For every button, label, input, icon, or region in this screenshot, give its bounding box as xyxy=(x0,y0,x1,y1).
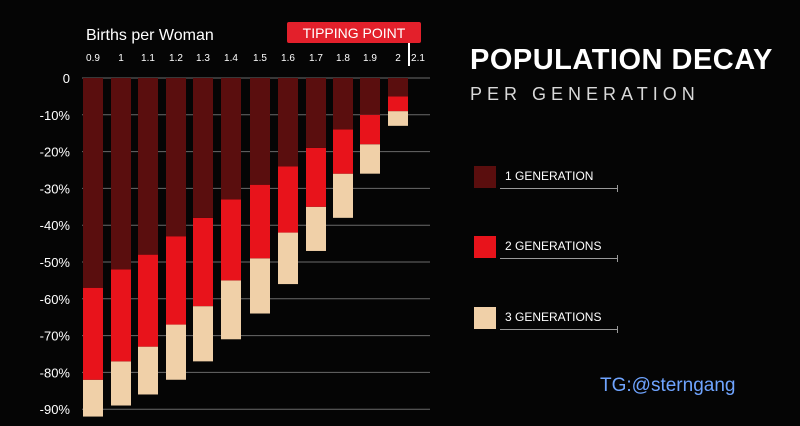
x-category-label: 1.4 xyxy=(224,53,238,64)
y-tick-label: -80% xyxy=(40,365,71,380)
y-tick-label: 0 xyxy=(63,71,70,86)
x-category-label: 0.9 xyxy=(86,53,100,64)
chart-subtitle: PER GENERATION xyxy=(470,84,700,104)
bar-3-generations xyxy=(388,111,408,126)
legend-swatch xyxy=(474,166,496,188)
x-category-label: 1.6 xyxy=(281,53,295,64)
bar-2-generations xyxy=(221,199,241,281)
legend-swatch xyxy=(474,307,496,329)
bar-3-generations xyxy=(360,144,380,174)
legend-rule xyxy=(500,255,618,262)
bar-2-generations xyxy=(388,96,408,112)
bar-3-generations xyxy=(278,232,298,285)
legend-item-3-generations: 3 GENERATIONS xyxy=(474,307,619,347)
bar-1-generation xyxy=(333,78,353,130)
legend-item-1-generation: 1 GENERATION xyxy=(474,166,619,206)
bar-3-generations xyxy=(111,361,131,406)
y-tick-label: -40% xyxy=(40,218,71,233)
bar-3-generations xyxy=(250,258,270,314)
bar-2-generations xyxy=(193,217,213,307)
bar-1-generation xyxy=(278,78,298,167)
x-category-label: 1.1 xyxy=(141,53,155,64)
x-category-label: 2 xyxy=(395,53,401,64)
x-category-label: 2.1 xyxy=(411,53,425,64)
bar-1-generation xyxy=(388,78,408,97)
x-category-label: 1.9 xyxy=(363,53,377,64)
x-category-label: 1.8 xyxy=(336,53,350,64)
y-tick-label: -50% xyxy=(40,255,71,270)
bar-2-generations xyxy=(333,129,353,174)
x-category-label: 1 xyxy=(118,53,124,64)
x-category-label: 1.5 xyxy=(253,53,267,64)
bar-1-generation xyxy=(193,78,213,218)
x-axis-title: Births per Woman xyxy=(86,27,214,44)
bar-1-generation xyxy=(166,78,186,237)
legend-label: 1 GENERATION xyxy=(505,169,594,183)
bar-1-generation xyxy=(221,78,241,200)
y-tick-label: -10% xyxy=(40,108,71,123)
bar-1-generation xyxy=(306,78,326,148)
x-category-label: 1.3 xyxy=(196,53,210,64)
bar-3-generations xyxy=(306,206,326,251)
bar-1-generation xyxy=(360,78,380,115)
y-tick-label: -70% xyxy=(40,329,71,344)
bar-1-generation xyxy=(83,78,103,288)
bar-2-generations xyxy=(138,254,158,347)
bar-2-generations xyxy=(360,114,380,145)
y-tick-label: -90% xyxy=(40,402,71,417)
watermark-handle: TG:@sterngang xyxy=(600,375,736,396)
y-tick-label: -20% xyxy=(40,145,71,160)
bar-3-generations xyxy=(138,346,158,395)
population-decay-chart: 0 -10% -20% -30% -40% -50% -60% -70% -80% -90% 0.9… xyxy=(40,22,430,417)
bar-3-generations xyxy=(193,306,213,362)
y-tick-label: -30% xyxy=(40,181,71,196)
bar-2-generations xyxy=(111,269,131,362)
legend-swatch xyxy=(474,236,496,258)
bar-3-generations xyxy=(83,379,103,417)
axis-labels: 0 -10% -20% -30% -40% -50% -60% -70% -80% -90% 0.9… xyxy=(40,22,425,417)
bar-1-generation xyxy=(111,78,131,270)
bar-3-generations xyxy=(221,280,241,340)
bar-2-generations xyxy=(306,147,326,207)
x-category-label: 1.7 xyxy=(309,53,323,64)
bar-2-generations xyxy=(250,184,270,259)
legend-item-2-generations: 2 GENERATIONS xyxy=(474,236,619,276)
legend-label: 3 GENERATIONS xyxy=(505,310,602,324)
legend-label: 2 GENERATIONS xyxy=(505,239,602,253)
bar-3-generations xyxy=(333,173,353,218)
y-tick-label: -60% xyxy=(40,292,71,307)
bar-2-generations xyxy=(166,236,186,325)
bar-2-generations xyxy=(83,287,103,380)
x-category-label: 1.2 xyxy=(169,53,183,64)
bar-1-generation xyxy=(250,78,270,185)
bars xyxy=(83,78,408,417)
chart-title: POPULATION DECAY xyxy=(470,44,773,76)
bar-2-generations xyxy=(278,166,298,233)
bar-3-generations xyxy=(166,324,186,380)
tipping-point-tag xyxy=(287,22,421,43)
tipping-point-label: TIPPING POINT xyxy=(303,25,406,41)
legend-rule xyxy=(500,326,618,333)
legend-rule xyxy=(500,185,618,192)
bar-1-generation xyxy=(138,78,158,255)
